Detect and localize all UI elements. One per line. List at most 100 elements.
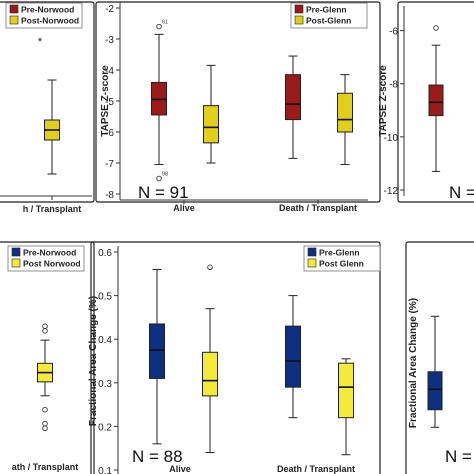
box-death-transplant-post-glenn [337,74,353,166]
box-alive-post-glenn [202,264,218,454]
iqr-box [428,84,444,117]
legend-entry: Post Glenn [319,259,364,269]
legend-entry: Pre-Glenn [319,248,360,258]
iqr-box [149,323,165,379]
y-tick-label: -4 [105,66,114,77]
y-tick-label: -8 [105,190,114,201]
iqr-box [285,325,301,388]
x-category-label: Death / Transplant [279,203,357,213]
y-tick-label: -10 [384,133,399,144]
x-category-label: ath / Transplant [12,462,79,472]
panel-frame [90,241,381,474]
chart-panel-2: -2 -3 -4 -5 -6 -7 -8 TAPSE Z-score Alive Death / … [95,1,381,213]
legend-frame [290,2,368,29]
legend-entry: Post Norwood [23,259,81,269]
iqr-box [203,105,219,144]
outlier-label: 61 [162,20,168,26]
y-tick-label: -12 [384,186,399,197]
legend-swatch [9,4,19,14]
outlier-point [42,425,48,432]
box-death-transplant-pre-glenn [285,55,301,159]
panel-frame [405,241,474,474]
legend-frame [303,245,381,272]
y-tick-label: -3 [105,35,114,46]
iqr-box [427,371,443,411]
y-tick-label: -5 [105,97,114,108]
outlier-point [433,25,439,31]
legend-swatch [11,258,21,268]
y-tick-label: 0.2 [98,422,112,433]
outlier-point [42,328,48,334]
box-alive-pre-glenn [149,268,165,445]
outlier-label: 98 [162,172,168,178]
outlier-point [42,323,48,329]
x-category-label: h / Transplant [23,204,82,214]
y-tick-label: -6 [105,128,114,139]
x-category-label: Death / Transplant [277,464,355,474]
box-death-transplant-pre-glenn [285,295,301,419]
y-axis-label: Fractional Area Change (%) [408,298,419,428]
sample-size-label: N = 5 [449,183,474,202]
panel-frame [0,1,95,203]
chart-panel-6: Fractional Area Change (%) N = 4 [405,241,474,474]
iqr-box [202,351,218,397]
y-tick-label: -8 [389,80,398,91]
box-death-transplant-post-glenn [338,358,354,456]
y-tick-label: 0.6 [98,248,112,259]
chart-panel-3: -6 -8 -10 -12 TAPSE Z-score N = 5 [378,1,474,203]
legend-entry: Pre-Norwood [21,5,74,15]
legend-swatch [294,4,304,14]
box-alive-pre-glenn: 61 98 [151,20,168,182]
sample-size-label: N = 91 [138,183,189,202]
y-tick-label: -7 [105,159,114,170]
iqr-box [338,362,354,419]
panel-frame [0,241,95,474]
box-alive-post-glenn [203,64,219,164]
x-category-label: Alive [169,464,191,474]
legend-entry: Pre-Norwood [23,248,76,258]
legend-frame [5,2,83,29]
iqr-box [285,74,301,121]
legend-swatch [307,258,317,268]
outlier-point [156,175,162,182]
chart-panel-5: 0.6 0.5 0.4 0.3 0.2 0.1 Fractional Area Change… [88,241,381,474]
sample-size-label: N = 4 [445,447,474,466]
x-category-label: Alive [173,203,195,213]
y-tick-label: 0.4 [98,335,112,346]
legend-swatch [9,15,19,25]
panel-frame [397,1,474,203]
y-axis-label: TAPSE Z-score [100,65,111,137]
y-tick-label: -6 [389,27,398,38]
legend-swatch [307,247,317,257]
y-tick-label: 0.5 [98,292,112,303]
sample-size-label: N = 88 [132,447,183,466]
y-axis-label: TAPSE Z-score [378,65,389,137]
iqr-box [337,92,353,133]
legend-swatch [11,247,21,257]
y-tick-label: 0.1 [98,466,112,474]
box-ath-transplant-post-norwood [37,323,53,432]
outlier-point [42,420,48,427]
y-tick-label: 0.3 [98,379,112,390]
outlier-point [42,406,48,413]
legend-swatch [294,15,304,25]
y-tick-label: -2 [105,4,114,15]
box-pre [427,315,443,428]
box-h-transplant-post-norwood: * [38,36,60,175]
legend-entry: Post-Glenn [306,16,351,26]
legend-frame [7,245,85,272]
outlier-point [156,23,162,30]
box-pre [428,25,444,172]
panel-frame [95,1,381,203]
y-axis-label: Fractional Area Change (%) [88,296,99,426]
legend-entry: Pre-Glenn [306,5,347,15]
legend-entry: Post-Norwood [21,16,79,26]
outlier-point [207,264,213,271]
